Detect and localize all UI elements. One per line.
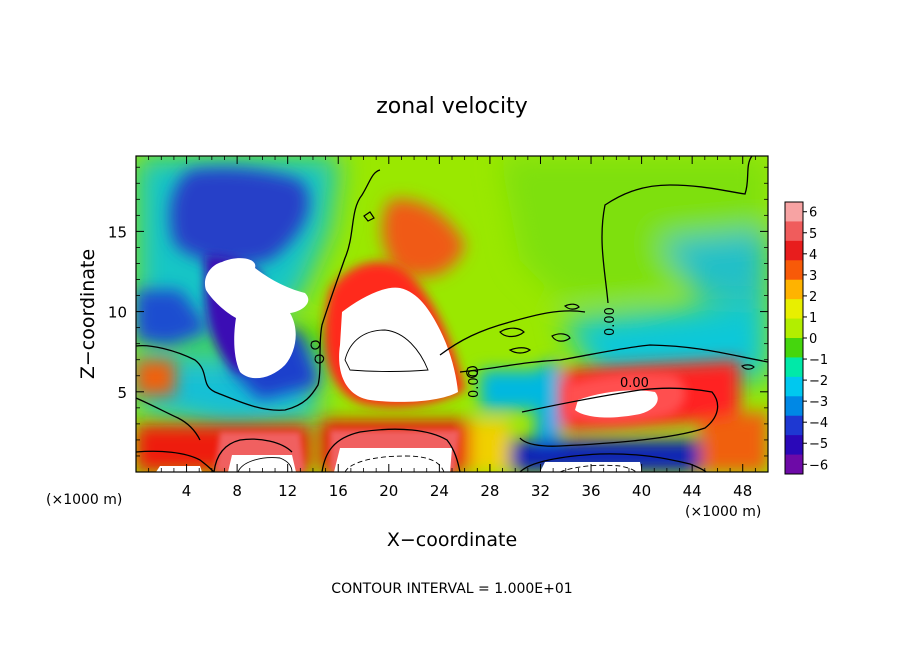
colorbar-tick-label: 2	[809, 290, 817, 305]
x-tick-label: 8	[232, 482, 242, 500]
colorbar-swatch	[785, 338, 803, 358]
colorbar-tick-label: 6	[809, 206, 817, 221]
colorbar-tick-label: −2	[809, 374, 828, 389]
colorbar-tick-label: 0	[809, 332, 817, 347]
x-tick-label: 28	[480, 482, 499, 500]
colorbar-tick-label: 4	[809, 248, 817, 263]
x-tick-label: 4	[182, 482, 192, 500]
contour-label: 0.00	[467, 369, 482, 398]
colorbar: 6 5 4 3 2 1 0 −1 −2 −3 −4 −5 −6	[785, 202, 828, 475]
x-tick-label: 20	[379, 482, 398, 500]
x-tick-label: 24	[430, 482, 449, 500]
x-axis-label: X−coordinate	[387, 529, 517, 551]
colorbar-tick-label: −4	[809, 416, 828, 431]
colorbar-swatch	[785, 416, 803, 436]
y-tick-label: 10	[108, 304, 127, 322]
colorbar-swatch	[785, 260, 803, 280]
colorbar-swatch	[785, 396, 803, 416]
contour-label: 0.00	[603, 307, 618, 336]
colorbar-swatch	[785, 455, 803, 475]
colorbar-swatch	[785, 221, 803, 241]
x-tick-label: 48	[733, 482, 752, 500]
chart-title: zonal velocity	[376, 94, 528, 119]
x-tick-label: 36	[581, 482, 600, 500]
colorbar-tick-label: −6	[809, 458, 828, 473]
colorbar-tick-label: 1	[809, 311, 817, 326]
x-tick-label: 12	[278, 482, 297, 500]
colorbar-swatch	[785, 241, 803, 261]
colorbar-swatch	[785, 280, 803, 300]
x-tick-label: 16	[329, 482, 348, 500]
contour-interval-note: CONTOUR INTERVAL = 1.000E+01	[331, 581, 572, 597]
colorbar-swatch	[785, 377, 803, 397]
colorbar-swatch	[785, 357, 803, 377]
colorbar-tick-label: −1	[809, 353, 828, 368]
heatmap-field	[136, 156, 768, 472]
x-tick-label: 44	[683, 482, 702, 500]
x-axis-unit-right: (×1000 m)	[685, 504, 761, 520]
y-tick-label: 15	[108, 223, 127, 241]
colorbar-tick-label: 5	[809, 227, 817, 242]
colorbar-tick-label: 3	[809, 269, 817, 284]
colorbar-swatch	[785, 319, 803, 339]
x-tick-label: 32	[531, 482, 550, 500]
colorbar-tick-label: −5	[809, 437, 828, 452]
y-tick-label: 5	[117, 384, 127, 402]
contour-label: 0.00	[620, 376, 649, 391]
x-axis-unit-left: (×1000 m)	[46, 492, 122, 508]
colorbar-swatch	[785, 435, 803, 455]
colorbar-swatch	[785, 202, 803, 222]
colorbar-swatch	[785, 299, 803, 319]
colorbar-tick-label: −3	[809, 395, 828, 410]
y-axis-label: Z−coordinate	[77, 249, 99, 379]
x-tick-label: 40	[632, 482, 651, 500]
